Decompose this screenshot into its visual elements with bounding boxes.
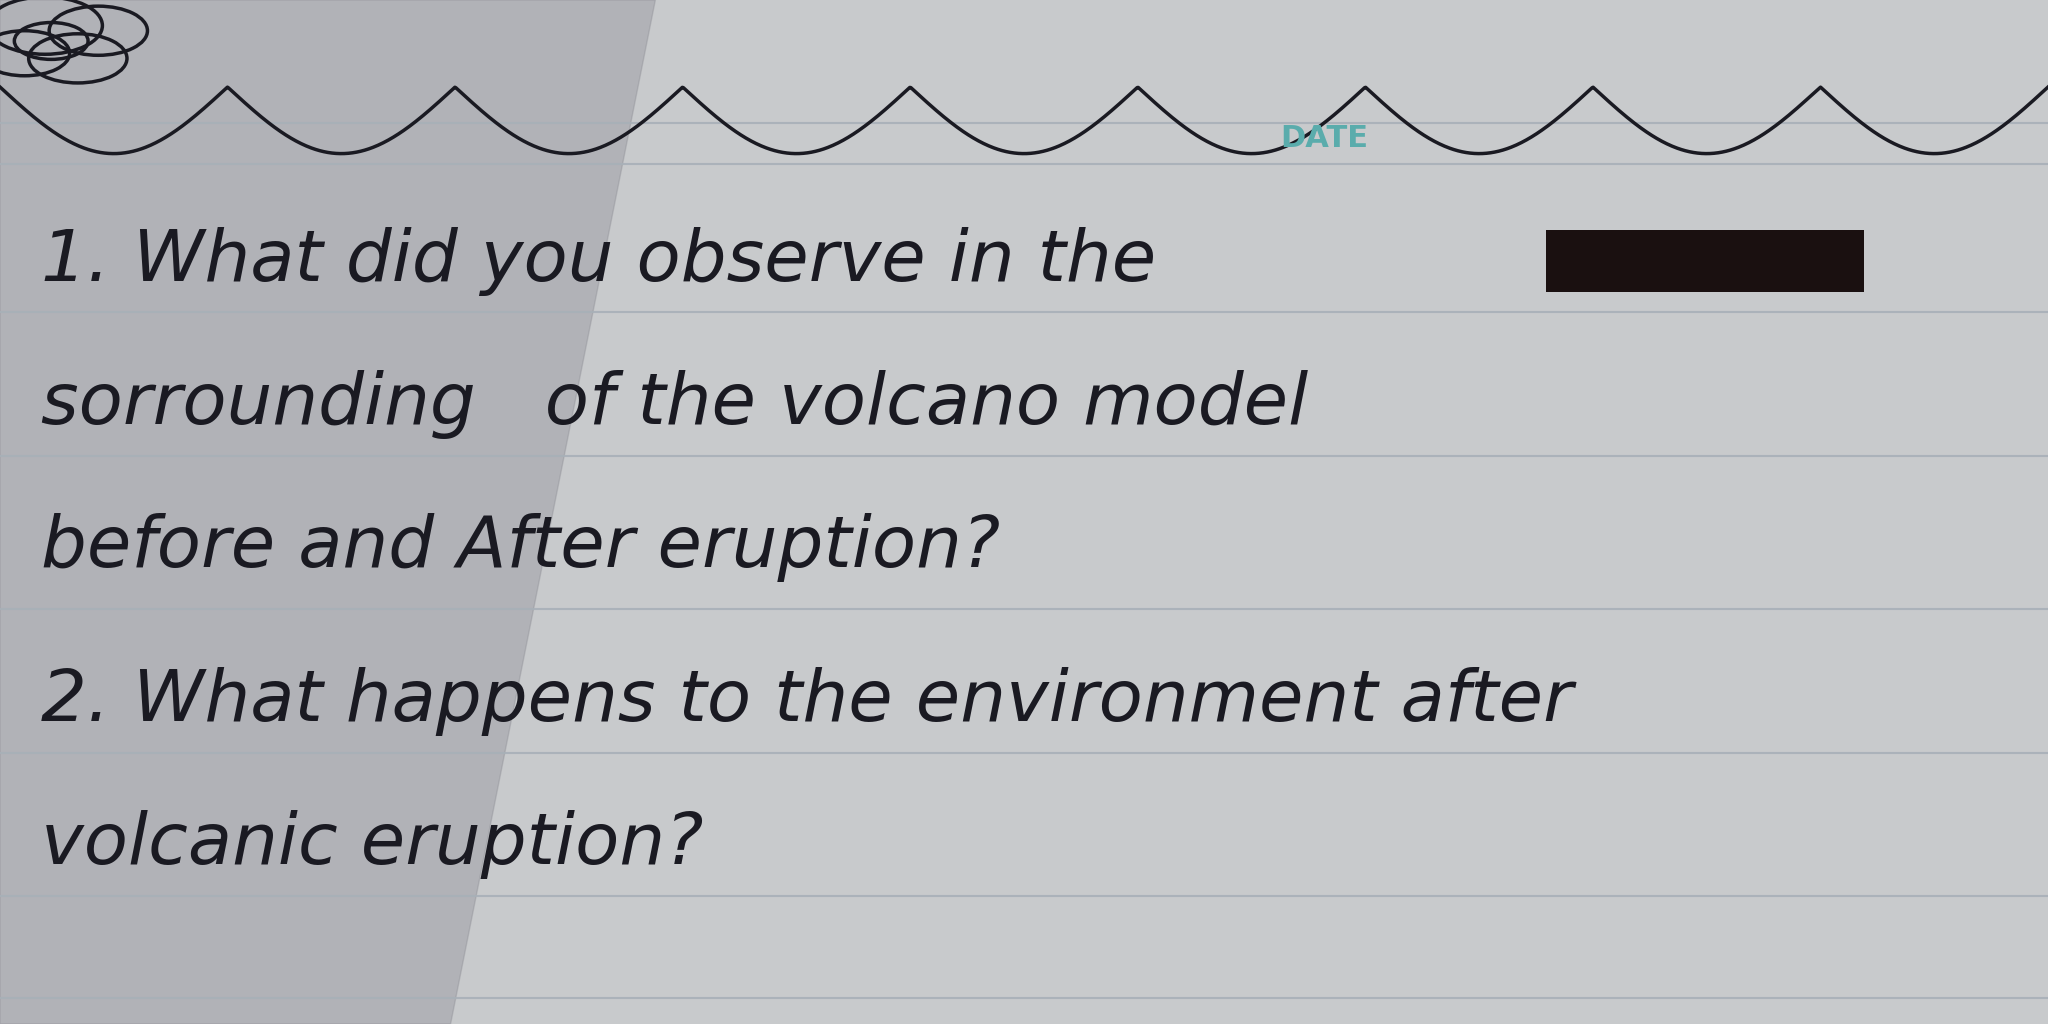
- Text: DATE: DATE: [1280, 124, 1368, 153]
- Text: 1. What did you observe in the: 1. What did you observe in the: [41, 226, 1157, 296]
- Text: volcanic eruption?: volcanic eruption?: [41, 810, 702, 880]
- Polygon shape: [0, 0, 655, 1024]
- FancyBboxPatch shape: [1546, 230, 1864, 292]
- Text: 2. What happens to the environment after: 2. What happens to the environment after: [41, 667, 1573, 736]
- Text: sorrounding   of the volcano model: sorrounding of the volcano model: [41, 370, 1309, 439]
- Text: before and After eruption?: before and After eruption?: [41, 513, 999, 583]
